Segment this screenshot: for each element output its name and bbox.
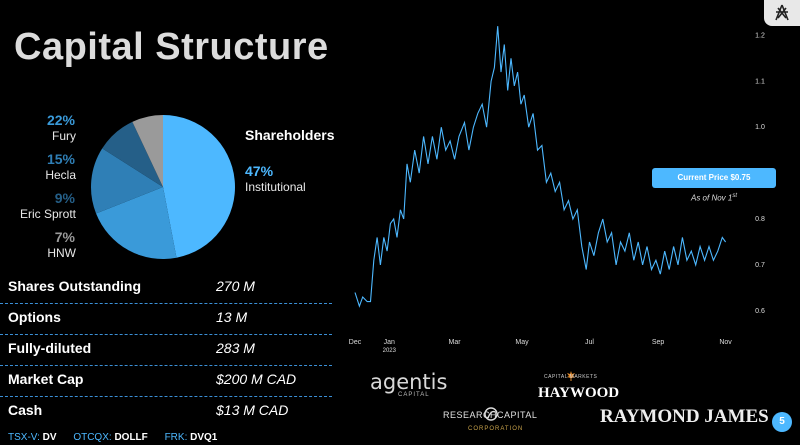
y-tick-label: 1.1 xyxy=(755,78,765,85)
y-tick-label: 1.0 xyxy=(755,124,765,131)
x-tick-label: Jul xyxy=(585,339,594,346)
price-date-note: As of Nov 1st xyxy=(690,193,738,203)
company-logo xyxy=(764,0,800,26)
agentis-logo-sub: CAPITAL xyxy=(398,392,430,398)
ticker-otcqx: OTCQX: DOLLF xyxy=(73,432,148,443)
research-capital-r-icon xyxy=(484,407,498,421)
company-logo-icon xyxy=(775,4,789,21)
research-capital-logo-sub: CORPORATION xyxy=(468,426,524,432)
institutional-pct: 47% xyxy=(245,163,274,179)
research-capital-logo-right: CAPITAL xyxy=(497,410,538,420)
research-capital-logo-left: RESEARCH xyxy=(443,410,498,420)
stats-label: Cash xyxy=(8,402,43,418)
haywood-logo: HAYWOOD xyxy=(538,385,620,401)
stats-label: Fully-diluted xyxy=(8,340,92,356)
pie-slice-institutional xyxy=(163,115,236,258)
agentis-logo: agentis xyxy=(370,370,448,394)
y-tick-label: 0.8 xyxy=(755,216,765,223)
stats-row: Shares Outstanding 270 M xyxy=(0,273,332,304)
stats-value: 283 M xyxy=(216,340,255,356)
x-tick-label: May xyxy=(515,339,529,346)
page-number-badge: 5 xyxy=(772,412,792,432)
stats-label: Shares Outstanding xyxy=(8,278,142,294)
current-price-badge: Current Price $0.75 xyxy=(652,168,776,188)
stats-row: Cash $13 M CAD xyxy=(0,397,332,427)
price-series-line xyxy=(354,26,727,308)
shareholders-pie-chart xyxy=(91,115,236,259)
hecla-pct: 15% xyxy=(46,151,75,167)
ticker-tsxv: TSX-V: DV xyxy=(8,432,57,443)
capital-stats-table: Shares Outstanding 270 M Options 13 M Fu… xyxy=(0,273,332,427)
stats-value: 13 M xyxy=(216,309,248,325)
x-tick-label: Dec xyxy=(349,339,362,346)
ticker-symbols: TSX-V: DV OTCQX: DOLLF FRK: DVQ1 xyxy=(8,432,231,443)
pie-slice-fury xyxy=(96,187,177,259)
stats-value: 270 M xyxy=(216,278,255,294)
x-tick-label: Nov xyxy=(719,339,732,346)
ticker-frk: FRK: DVQ1 xyxy=(164,432,218,443)
stats-label: Options xyxy=(8,309,61,325)
fury-pct: 22% xyxy=(46,112,75,128)
maple-leaf-icon xyxy=(567,371,575,381)
stats-value: $200 M CAD xyxy=(216,371,297,387)
pie-slice-eric-sprott xyxy=(102,121,163,187)
x-tick-label: Jan xyxy=(384,339,395,346)
fury-label: Fury xyxy=(52,129,76,143)
institutional-label: Institutional xyxy=(245,180,306,194)
stats-label: Market Cap xyxy=(8,371,84,387)
stats-row: Options 13 M xyxy=(0,304,332,335)
y-tick-label: 1.2 xyxy=(755,32,765,39)
raymond-james-logo: RAYMOND JAMES xyxy=(600,406,769,427)
x-tick-sublabel: 2023 xyxy=(383,348,397,354)
pie-slice-hecla xyxy=(91,148,163,214)
shareholders-heading: Shareholders xyxy=(245,127,335,143)
stats-row: Market Cap $200 M CAD xyxy=(0,366,332,397)
x-tick-label: Mar xyxy=(449,339,462,346)
eric-sprott-label: Eric Sprott xyxy=(19,207,76,221)
eric-sprott-pct: 9% xyxy=(54,190,75,206)
hecla-label: Hecla xyxy=(45,168,76,182)
pie-slice-hnw xyxy=(132,115,163,187)
share-price-line-chart: DecJan2023MarMayJulSepNov0.60.70.80.91.0… xyxy=(349,26,765,354)
x-tick-label: Sep xyxy=(652,339,665,346)
stats-row: Fully-diluted 283 M xyxy=(0,335,332,366)
haywood-logo-sub: CAPITAL MARKETS xyxy=(544,374,598,380)
page-title: Capital Structure xyxy=(14,26,329,68)
y-tick-label: 0.7 xyxy=(755,262,765,269)
y-tick-label: 0.6 xyxy=(755,308,765,315)
stats-value: $13 M CAD xyxy=(216,402,289,418)
hnw-pct: 7% xyxy=(54,229,75,245)
hnw-label: HNW xyxy=(47,246,76,260)
